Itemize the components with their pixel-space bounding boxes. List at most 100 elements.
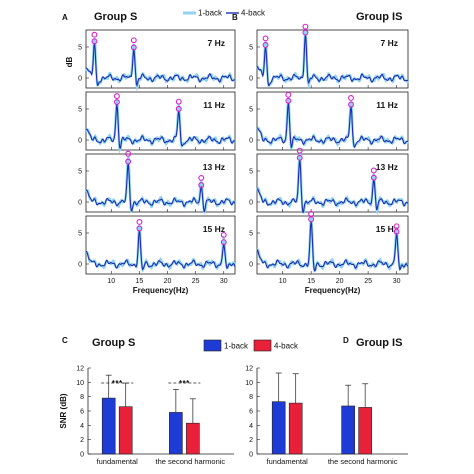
peak-marker-4-back xyxy=(113,99,120,105)
y-tick-label: 0 xyxy=(249,452,253,459)
x-tick-label: 20 xyxy=(164,278,172,285)
y-axis-label: SNR (dB) xyxy=(59,393,68,428)
legend-4-back-label: 4-back xyxy=(241,9,266,18)
peak-marker-1-back xyxy=(370,167,377,174)
bar-panel-C: C Group S 0 2 4 6 8 10 12 fundamental *** the secon… xyxy=(59,336,234,466)
y-tick-label: 0 xyxy=(249,200,253,207)
y-tick-label: 0 xyxy=(249,76,253,83)
panel-title: Group S xyxy=(92,337,135,349)
x-tick-label: 15 xyxy=(307,278,315,285)
bar-1-back xyxy=(169,412,183,455)
category-label: fundamental xyxy=(267,457,309,466)
frequency-label: 15 Hz xyxy=(376,224,398,234)
x-tick-label: 10 xyxy=(279,278,287,285)
series-4-back-line xyxy=(86,230,236,271)
peak-marker-4-back xyxy=(125,158,132,165)
y-tick-label: 8 xyxy=(249,394,253,401)
y-tick-label: 5 xyxy=(78,169,82,176)
y-tick-label: 2 xyxy=(249,437,253,444)
plot-frame xyxy=(256,91,409,151)
bar-panel-D: D Group IS 0 2 4 6 8 10 12 fundamental the second … xyxy=(245,336,408,466)
y-tick-label: 5 xyxy=(78,45,82,52)
peak-marker-4-back xyxy=(348,101,354,108)
y-tick-label: 0 xyxy=(249,138,253,145)
frequency-label: 7 Hz xyxy=(381,38,398,48)
category-label: the second harmonic xyxy=(156,457,226,466)
legend-bars: 1-back 4-back xyxy=(203,339,299,352)
spectrum-row: 11 Hz 0 5 xyxy=(249,91,409,151)
significance-mark: *** xyxy=(112,379,123,388)
series-4-back-line xyxy=(85,104,236,149)
peak-marker-4-back xyxy=(285,97,292,104)
y-tick-label: 0 xyxy=(80,452,84,459)
plot-frame xyxy=(85,29,236,89)
peak-marker-4-back xyxy=(130,44,137,51)
legend-spectrum: 1-back 4-back xyxy=(183,9,266,18)
series-4-back-line xyxy=(256,35,409,86)
y-tick-label: 6 xyxy=(80,409,84,416)
y-tick-label: 8 xyxy=(80,394,84,401)
peak-marker-4-back xyxy=(262,42,269,48)
spectrum-row: 7 Hz 0 5 xyxy=(249,23,409,90)
plot-frame xyxy=(256,29,409,89)
series-4-back-line xyxy=(256,102,409,149)
peak-marker-4-back xyxy=(308,216,315,223)
x-axis-label: Frequency(Hz) xyxy=(305,286,361,295)
significance-mark: *** xyxy=(179,379,190,388)
peak-marker-4-back xyxy=(91,38,98,45)
panel-title: Group IS xyxy=(356,11,402,23)
frequency-label: 15 Hz xyxy=(203,224,225,234)
panel-title: Group S xyxy=(94,11,137,23)
frequency-label: 11 Hz xyxy=(376,100,398,110)
legend-4-back-swatch xyxy=(253,339,272,352)
spectrum-row: 13 Hz 0 5 xyxy=(78,150,237,215)
spectrum-panel-A: A Group S 7 Hz 0 5 11 Hz 0 5 13 Hz 0 5 15 Hz 0 5 10 15 2… xyxy=(62,11,237,295)
bar-4-back xyxy=(118,406,133,455)
panel-label: A xyxy=(62,13,68,22)
y-tick-label: 5 xyxy=(249,107,253,114)
panel-label: D xyxy=(343,336,349,345)
peak-marker-1-back xyxy=(125,150,132,157)
plot-frame xyxy=(85,215,236,275)
bar-1-back xyxy=(341,405,355,455)
spectrum-row: 11 Hz 0 5 xyxy=(78,91,236,154)
series-4-back-line xyxy=(256,221,409,272)
peak-marker-4-back xyxy=(296,154,303,161)
peak-marker-4-back xyxy=(136,225,143,232)
x-tick-label: 10 xyxy=(107,278,115,285)
bar-1-back xyxy=(271,401,286,455)
y-tick-label: 0 xyxy=(78,200,82,207)
y-tick-label: 4 xyxy=(249,423,253,430)
y-tick-label: 2 xyxy=(80,437,84,444)
x-tick-label: 20 xyxy=(336,278,344,285)
y-tick-label: 0 xyxy=(78,76,82,83)
y-axis-label: dB xyxy=(65,56,74,67)
peak-marker-4-back xyxy=(220,239,227,246)
legend-1-back-label: 1-back xyxy=(224,342,249,351)
x-tick-label: 15 xyxy=(136,278,144,285)
y-tick-label: 12 xyxy=(245,366,253,373)
peak-marker-4-back xyxy=(175,105,182,112)
bar-4-back xyxy=(186,422,200,455)
y-tick-label: 4 xyxy=(80,423,84,430)
y-tick-label: 6 xyxy=(249,409,253,416)
peak-marker-1-back xyxy=(296,147,303,154)
peak-marker-1-back xyxy=(136,218,143,225)
plot-frame xyxy=(85,91,236,151)
panel-label: B xyxy=(232,13,238,22)
panel-label: C xyxy=(62,336,68,345)
y-tick-label: 5 xyxy=(249,231,253,238)
y-tick-label: 0 xyxy=(78,262,82,269)
series-4-back-line xyxy=(85,163,236,213)
y-tick-label: 10 xyxy=(245,380,253,387)
y-tick-label: 5 xyxy=(249,169,253,176)
peak-marker-4-back xyxy=(302,29,309,36)
y-tick-label: 5 xyxy=(78,231,82,238)
peak-marker-1-back xyxy=(91,31,98,38)
frequency-label: 7 Hz xyxy=(208,38,225,48)
peak-marker-4-back xyxy=(198,182,205,189)
category-label: the second harmonic xyxy=(328,457,398,466)
legend-1-back-label: 1-back xyxy=(198,9,223,18)
y-tick-label: 0 xyxy=(249,262,253,269)
